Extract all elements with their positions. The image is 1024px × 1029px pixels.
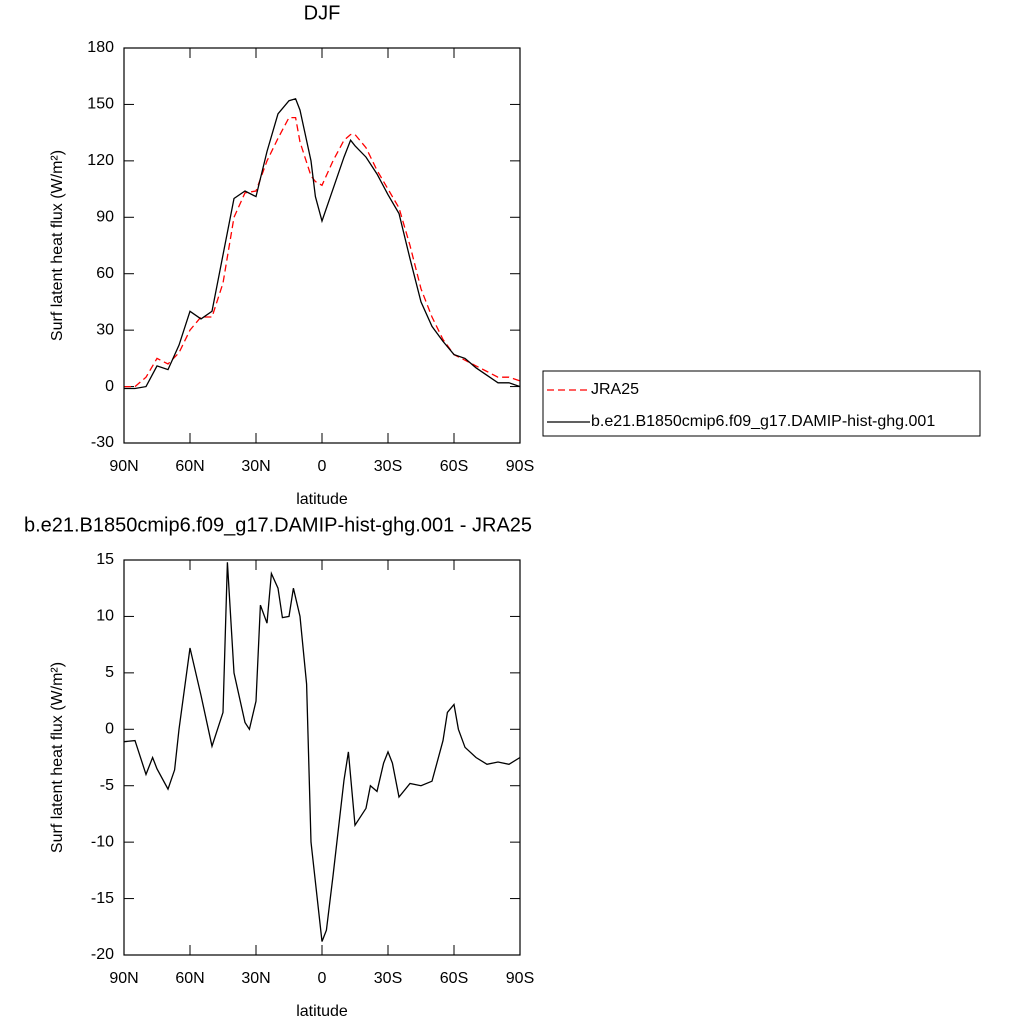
data-line — [124, 116, 521, 388]
y-axis-label: Surf latent heat flux (W/m²) — [49, 150, 66, 341]
x-axis-label: latitude — [296, 491, 348, 508]
x-tick-label: 90N — [109, 970, 138, 987]
y-tick-label: -10 — [91, 833, 114, 850]
y-tick-label: 120 — [87, 152, 114, 169]
y-tick-label: 0 — [105, 378, 114, 395]
y-tick-label: 30 — [96, 321, 114, 338]
x-tick-label: 60N — [175, 458, 204, 475]
data-line — [123, 562, 521, 942]
x-tick-label: 0 — [318, 970, 327, 987]
y-axis-label: Surf latent heat flux (W/m²) — [49, 662, 66, 853]
plot-frame — [123, 559, 521, 956]
y-tick-label: 150 — [87, 96, 114, 113]
y-tick-label: 90 — [96, 209, 114, 226]
y-tick-label: 5 — [105, 664, 114, 681]
chart-title: b.e21.B1850cmip6.f09_g17.DAMIP-hist-ghg.… — [24, 514, 532, 536]
y-tick-label: 180 — [87, 39, 114, 56]
chart-title: DJF — [304, 2, 341, 24]
plot-frame — [123, 47, 521, 444]
x-tick-label: 60S — [440, 458, 468, 475]
legend-label: JRA25 — [591, 381, 639, 398]
x-tick-label: 30S — [374, 458, 402, 475]
y-tick-label: 0 — [105, 721, 114, 738]
x-tick-label: 60S — [440, 970, 468, 987]
x-tick-label: 90S — [506, 970, 534, 987]
x-tick-label: 30N — [241, 970, 270, 987]
y-tick-label: -15 — [91, 890, 114, 907]
x-tick-label: 0 — [318, 458, 327, 475]
legend-label: b.e21.B1850cmip6.f09_g17.DAMIP-hist-ghg.… — [591, 413, 935, 430]
x-tick-label: 60N — [175, 970, 204, 987]
y-tick-label: 15 — [96, 551, 114, 568]
y-tick-label: 60 — [96, 265, 114, 282]
y-tick-label: -5 — [100, 777, 114, 794]
x-tick-label: 90N — [109, 458, 138, 475]
x-tick-label: 30N — [241, 458, 270, 475]
data-line — [124, 98, 521, 390]
y-tick-label: 10 — [96, 608, 114, 625]
legend-box — [542, 370, 981, 437]
x-tick-label: 90S — [506, 458, 534, 475]
y-tick-label: -30 — [91, 434, 114, 451]
x-axis-label: latitude — [296, 1003, 348, 1020]
y-tick-label: -20 — [91, 946, 114, 963]
x-tick-label: 30S — [374, 970, 402, 987]
